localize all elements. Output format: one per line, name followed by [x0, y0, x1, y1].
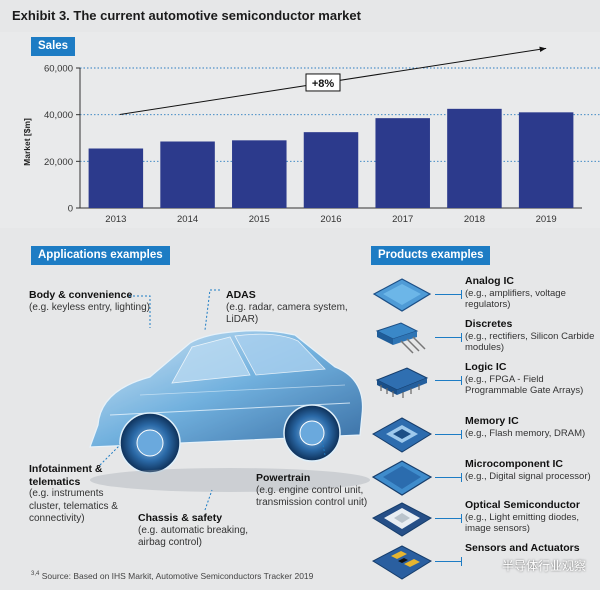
product-title: Analog IC	[465, 275, 514, 287]
product-title: Microcomponent IC	[465, 458, 564, 470]
analog-chip-icon	[372, 278, 432, 312]
product-title: Sensors and Actuators	[465, 542, 580, 554]
bar-2014	[160, 141, 215, 208]
application-title: Powertrain	[256, 472, 311, 484]
application-infotainment: Infotainment & telematics (e.g. instrume…	[29, 463, 129, 526]
application-title: Chassis & safety	[138, 512, 223, 524]
application-desc: (e.g. instruments cluster, telematics & …	[29, 488, 118, 524]
applications-tag: Applications examples	[31, 246, 170, 265]
product-text: Optical Semiconductor (e.g., Light emitt…	[465, 499, 597, 535]
product-sensors-actuators: Sensors and Actuators	[371, 542, 597, 587]
bar-2015	[232, 140, 287, 208]
product-desc: (e.g., Light emitting diodes, image sens…	[465, 511, 580, 535]
y-tick-label: 40,000	[44, 110, 73, 121]
source-text: Source: Based on IHS Markit, Automotive …	[41, 571, 314, 581]
product-text: Logic IC (e.g., FPGA - Field Programmabl…	[465, 361, 597, 397]
y-tick-label: 0	[68, 204, 73, 215]
product-connector	[435, 333, 462, 342]
products-tag: Products examples	[371, 246, 491, 265]
product-title: Memory IC	[465, 415, 519, 427]
product-text: Sensors and Actuators	[465, 542, 597, 555]
product-text: Microcomponent IC (e.g., Digital signal …	[465, 458, 597, 482]
product-text: Memory IC (e.g., Flash memory, DRAM)	[465, 415, 597, 439]
product-title: Logic IC	[465, 361, 507, 373]
microcomponent-chip-icon	[371, 460, 433, 496]
product-analog-ic: Analog IC (e.g., amplifiers, voltage reg…	[371, 275, 597, 320]
product-text: Discretes (e.g., rectifiers, Silicon Car…	[465, 318, 597, 354]
product-desc: (e.g., Flash memory, DRAM)	[465, 427, 586, 439]
x-tick-label: 2014	[177, 214, 198, 225]
x-tick-label: 2017	[392, 214, 413, 225]
product-desc: (e.g., rectifiers, Silicon Carbide modul…	[465, 330, 595, 354]
application-desc: (e.g. radar, camera system, LiDAR)	[226, 301, 348, 326]
y-tick-label: 60,000	[44, 64, 73, 75]
x-tick-label: 2018	[464, 214, 485, 225]
product-connector	[435, 430, 462, 439]
x-tick-label: 2016	[320, 214, 341, 225]
growth-annotation-box	[305, 73, 341, 92]
application-adas: ADAS (e.g. radar, camera system, LiDAR)	[226, 289, 351, 327]
x-tick-label: 2015	[249, 214, 270, 225]
optical-semiconductor-icon	[371, 502, 433, 537]
y-axis-label: Market [$m]	[22, 118, 32, 166]
x-tick-label: 2019	[536, 214, 557, 225]
source-mark: 3,4	[31, 571, 40, 578]
y-tick-label: 20,000	[44, 157, 73, 168]
product-logic-ic: Logic IC (e.g., FPGA - Field Programmabl…	[371, 361, 597, 406]
product-microcomponent-ic: Microcomponent IC (e.g., Digital signal …	[371, 458, 597, 503]
product-discretes: Discretes (e.g., rectifiers, Silicon Car…	[371, 318, 597, 363]
application-desc: (e.g. engine control unit, transmission …	[256, 484, 368, 509]
x-tick-label: 2013	[105, 214, 126, 225]
product-text: Analog IC (e.g., amplifiers, voltage reg…	[465, 275, 597, 311]
application-desc: (e.g. automatic breaking, airbag control…	[138, 524, 249, 549]
bar-2019	[518, 112, 574, 208]
product-connector	[435, 557, 462, 566]
product-optical-semiconductor: Optical Semiconductor (e.g., Light emitt…	[371, 499, 597, 544]
memory-chip-icon	[372, 417, 432, 453]
watermark-text: 半导体行业观察	[501, 559, 586, 573]
application-title: Infotainment & telematics	[29, 463, 103, 488]
growth-annotation: +8%	[312, 78, 335, 90]
bar-2013	[88, 148, 144, 208]
application-title: ADAS	[226, 289, 256, 301]
car-illustration	[89, 330, 370, 492]
product-title: Discretes	[465, 318, 513, 330]
bar-2016	[303, 132, 359, 208]
application-body-convenience: Body & convenience (e.g. keyless entry, …	[29, 289, 169, 314]
logic-chip-icon	[375, 367, 429, 398]
sensor-actuator-icon	[371, 545, 433, 580]
discrete-transistor-icon	[375, 322, 426, 354]
product-connector	[435, 376, 462, 385]
source-note: 3,4 Source: Based on IHS Markit, Automot…	[31, 571, 313, 581]
trend-arrow-head	[539, 46, 547, 53]
product-connector	[435, 473, 462, 482]
product-title: Optical Semiconductor	[465, 499, 580, 511]
product-memory-ic: Memory IC (e.g., Flash memory, DRAM)	[371, 415, 597, 460]
application-desc: (e.g. keyless entry, lighting)	[29, 301, 150, 313]
product-desc: (e.g., FPGA - Field Programmable Gate Ar…	[465, 373, 584, 397]
sales-tag: Sales	[31, 37, 76, 56]
product-connector	[435, 290, 462, 299]
product-connector	[435, 514, 462, 523]
product-desc: (e.g., amplifiers, voltage regulators)	[465, 287, 566, 311]
bar-2018	[447, 108, 502, 208]
application-chassis-safety: Chassis & safety (e.g. automatic breakin…	[138, 512, 258, 550]
sales-bar-chart: 2013 2014 2015 2016 2017 2018 2019 0 20,000 40,0…	[22, 46, 600, 225]
application-title: Body & convenience	[29, 289, 133, 301]
product-desc: (e.g., Digital signal processor)	[465, 470, 591, 482]
exhibit-title: Exhibit 3. The current automotive semico…	[12, 8, 361, 23]
bar-2017	[375, 118, 430, 208]
application-powertrain: Powertrain (e.g. engine control unit, tr…	[256, 472, 374, 510]
